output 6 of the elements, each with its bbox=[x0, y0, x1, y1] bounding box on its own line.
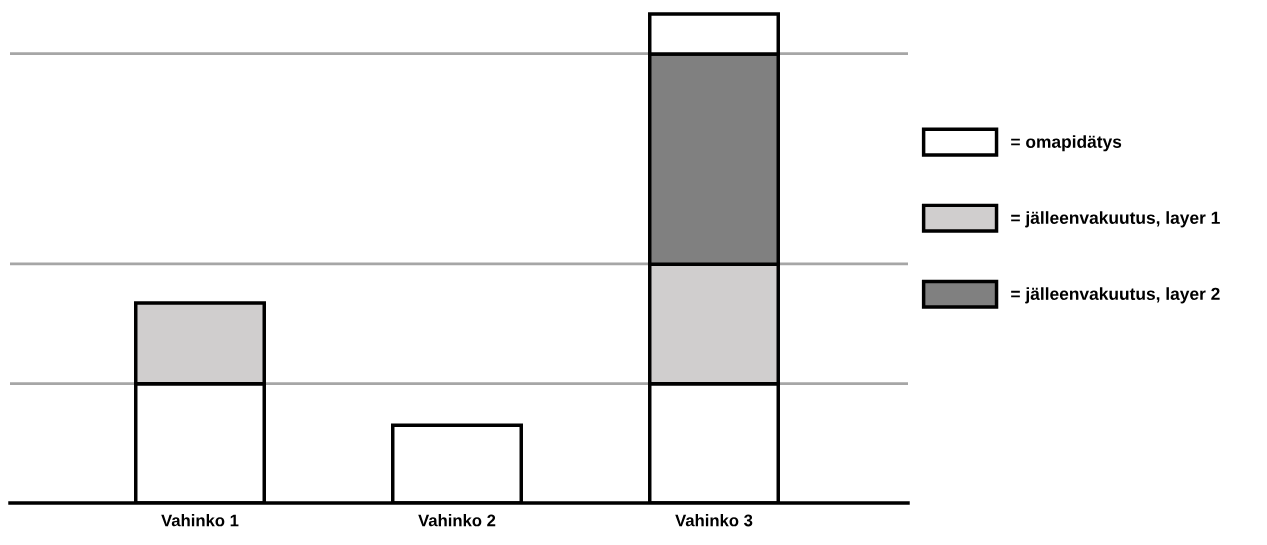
x-tick-label: Vahinko 1 bbox=[161, 514, 239, 527]
legend-label: = jälleenvakuutus, layer 1 bbox=[1011, 211, 1220, 228]
legend-label: = omapidätys bbox=[1011, 135, 1122, 152]
x-tick-label: Vahinko 2 bbox=[418, 514, 496, 527]
x-tick-label: Vahinko 3 bbox=[675, 514, 753, 527]
legend-label: = jälleenvakuutus, layer 2 bbox=[1011, 287, 1220, 304]
